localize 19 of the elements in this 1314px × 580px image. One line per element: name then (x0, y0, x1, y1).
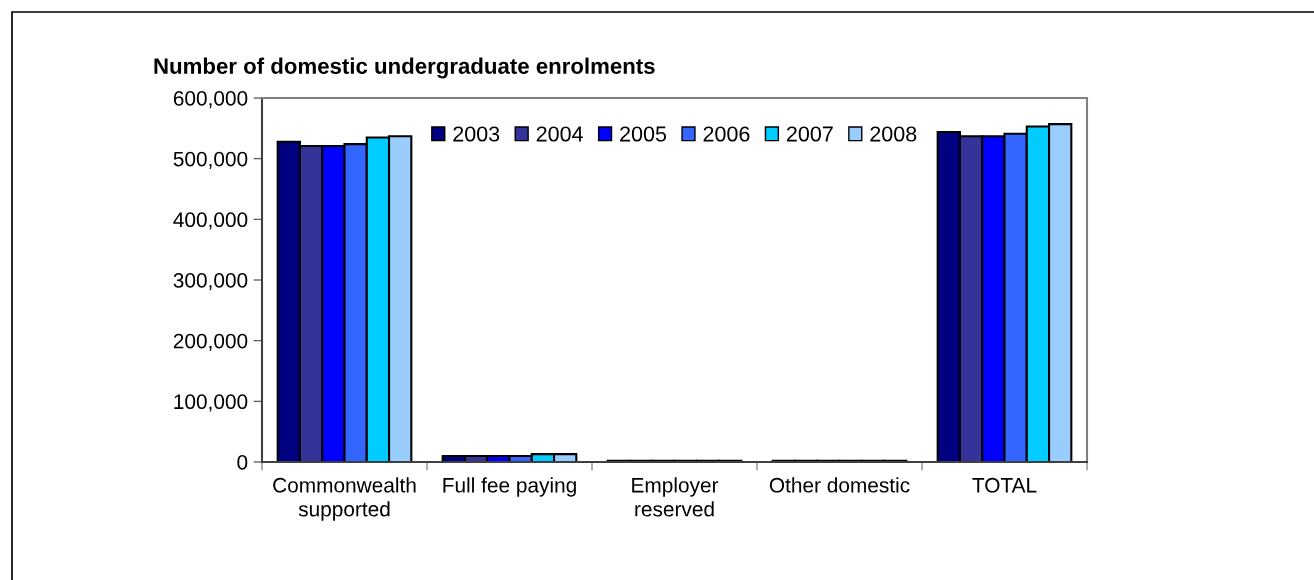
x-tick-label: Employer reserved (632, 477, 719, 517)
x-tick-label: TOTAL (972, 477, 1037, 493)
y-tick-label: 200,000 (173, 333, 248, 351)
legend-label: 2008 (870, 126, 917, 142)
legend-label: 2006 (703, 126, 750, 142)
x-tick-label: Full fee paying (443, 477, 576, 497)
y-tick-label: 600,000 (173, 91, 248, 109)
x-tick-label: Other domestic (769, 477, 910, 493)
legend-label: 2007 (786, 126, 833, 142)
y-tick-label: 0 (237, 455, 248, 470)
chart-title: Number of domestic undergraduate enrolments (154, 57, 655, 79)
legend-label: 2003 (453, 126, 500, 142)
legend-label: 2005 (620, 126, 667, 142)
legend-label: 2004 (536, 126, 583, 142)
y-tick-label: 300,000 (173, 273, 248, 291)
y-tick-label: 400,000 (173, 212, 248, 230)
x-tick-label: Commonwealth supported (273, 477, 416, 521)
y-tick-label: 100,000 (174, 394, 248, 412)
y-tick-label: 500,000 (173, 151, 248, 169)
